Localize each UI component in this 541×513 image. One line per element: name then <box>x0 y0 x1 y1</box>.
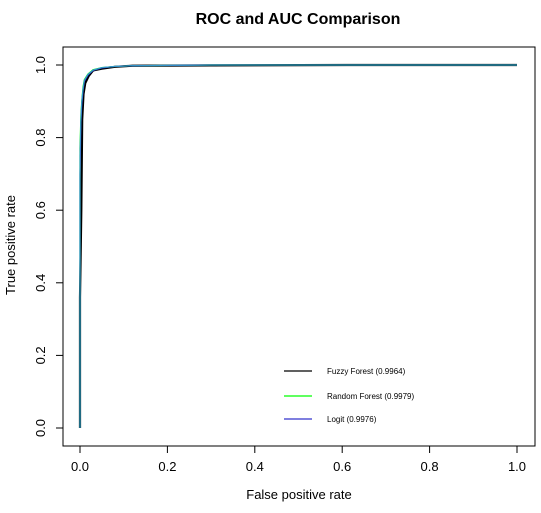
series-line-1 <box>79 64 517 428</box>
y-tick-label: 0.6 <box>33 201 48 219</box>
y-tick-label: 1.0 <box>33 56 48 74</box>
legend-label: Logit (0.9976) <box>327 415 377 424</box>
x-tick-label: 0.4 <box>246 459 264 474</box>
y-tick-label: 0.8 <box>33 129 48 147</box>
series-line-2 <box>79 64 517 428</box>
y-axis: 0.0 0.2 0.4 0.6 0.8 1.0 <box>33 56 64 437</box>
y-tick-label: 0.0 <box>33 419 48 437</box>
plot-frame <box>62 46 536 447</box>
x-tick-label: 1.0 <box>508 459 526 474</box>
y-axis-label: True positive rate <box>3 195 18 295</box>
legend-label: Fuzzy Forest (0.9964) <box>327 367 406 376</box>
chart-title: ROC and AUC Comparison <box>196 11 401 28</box>
x-tick-label: 0.2 <box>158 459 176 474</box>
x-axis: 0.0 0.2 0.4 0.6 0.8 1.0 <box>71 445 526 474</box>
x-tick-label: 0.6 <box>333 459 351 474</box>
series-layer <box>78 63 517 428</box>
y-tick-label: 0.2 <box>33 346 48 364</box>
legend-label: Random Forest (0.9979) <box>327 392 414 401</box>
series-line-0 <box>78 63 517 428</box>
series-line-3 <box>79 64 517 428</box>
y-tick-label: 0.4 <box>33 274 48 292</box>
legend: Fuzzy Forest (0.9964) Random Forest (0.99… <box>284 367 414 424</box>
x-tick-label: 0.0 <box>71 459 89 474</box>
x-tick-label: 0.8 <box>421 459 439 474</box>
x-axis-label: False positive rate <box>246 487 352 502</box>
